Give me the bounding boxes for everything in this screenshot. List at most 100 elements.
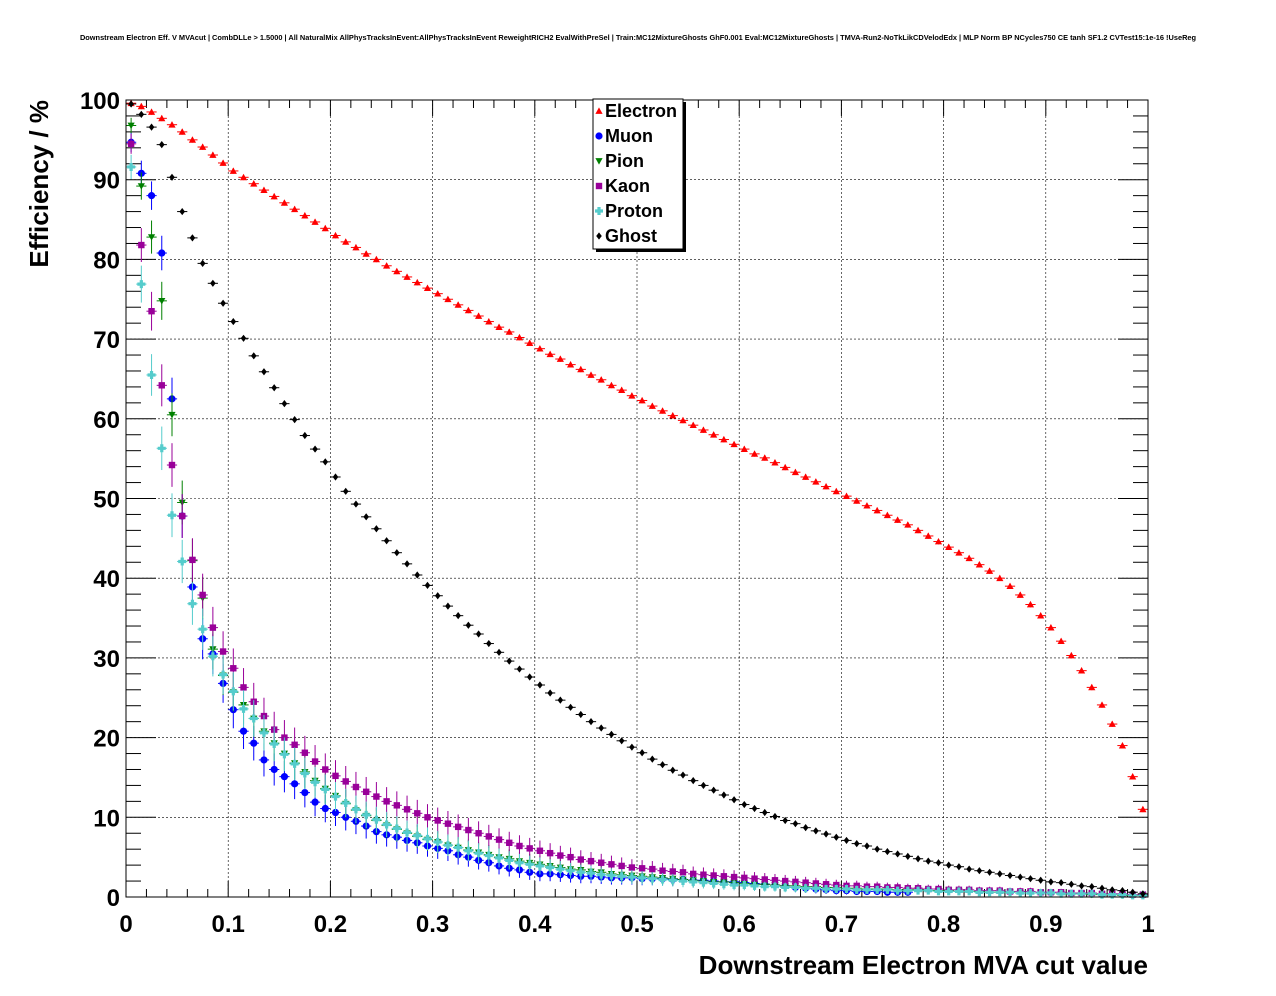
ghost-point [629,743,635,751]
ghost-point [189,234,196,242]
electron-point [546,350,554,358]
ghost-point [598,724,605,732]
electron-point [158,114,166,122]
proton-point [556,865,565,874]
legend-marker-kaon [595,182,603,190]
electron-point [1129,773,1137,780]
ghost-point [997,870,1003,878]
ghost-point [782,816,788,825]
electron-point [556,355,564,362]
ghost-point [966,865,972,873]
electron-point [750,450,759,457]
kaon-point [628,864,636,871]
electron-point [822,482,830,490]
kaon-point [352,783,360,791]
proton-point [811,884,820,893]
y-tick-label: 70 [93,327,120,354]
ghost-point [588,718,594,726]
electron-point [526,339,534,346]
kaon-point [199,591,206,599]
electron-point [331,231,340,239]
proton-point [311,778,320,787]
muon-point [270,765,278,774]
electron-point [260,186,268,193]
chart-title: Downstream Electron Eff. V MVAcut | Comb… [79,33,1197,42]
x-tick-label: 1 [1141,911,1154,938]
proton-point [1077,889,1086,898]
electron-point [965,554,973,562]
proton-point [617,872,626,881]
ghost-point [179,207,186,216]
kaon-point [189,556,196,564]
ghost-point [690,777,697,785]
ghost-point [547,689,553,697]
kaon-point [598,859,605,866]
proton-point [413,831,422,840]
ghost-point [1007,871,1013,880]
electron-point [904,521,912,528]
ghost-point [312,445,318,453]
muon-point [147,192,156,200]
proton-point [167,511,176,520]
electron-point [1047,624,1055,631]
kaon-point [424,814,431,821]
electron-point [1139,805,1147,813]
proton-point [862,885,871,894]
ghost-point [158,141,165,149]
electron-point [1037,612,1045,619]
kaon-point [485,833,493,840]
y-tick-label: 40 [93,566,120,593]
muon-point [291,780,299,788]
ghost-point [853,840,860,848]
ghost-point [455,612,461,620]
y-axis-title: Efficiency / % [24,100,54,268]
kaon-point [383,798,390,805]
ghost-point [1109,886,1116,894]
kaon-point [792,878,799,886]
proton-point [924,886,933,895]
pion-point [168,411,176,419]
ghost-point [1099,884,1105,892]
kaon-point [230,665,237,672]
electron-point [648,402,656,409]
electron-point [505,328,513,335]
muon-point [239,727,248,735]
muon-point [301,788,309,797]
ghost-point [291,415,298,424]
ghost-point [659,761,666,769]
proton-point [1006,888,1015,897]
ghost-point [710,786,717,794]
ghost-point [905,852,911,860]
ghost-point [577,710,584,719]
ghost-point [342,487,349,495]
ghost-point [230,317,237,326]
ghost-point [567,703,574,711]
ghost-point [434,592,441,600]
electron-point [393,267,401,275]
x-tick-labels: 0 0.1 0.2 0.3 0.4 0.5 0.6 0.7 0.8 0.9 1 [119,911,1154,938]
electron-point [996,574,1004,582]
ghost-point [281,400,288,408]
kaon-point [393,802,401,809]
y-tick-label: 10 [93,805,120,832]
electron-point [1118,741,1127,749]
kaon-point [373,793,380,800]
proton-point [1026,889,1035,898]
ghost-point [1048,878,1054,886]
proton-point [474,849,483,858]
ghost-point [618,737,625,745]
ghost-point [424,581,431,589]
proton-point [382,820,391,829]
proton-point [208,652,217,661]
electron-point [566,361,575,368]
proton-point [392,824,401,833]
electron-point [781,463,789,471]
electron-point [383,262,391,269]
electron-point [536,345,544,352]
electron-point [863,502,871,509]
proton-point [198,625,207,634]
ghost-point [649,755,656,763]
ghost-point [813,827,819,835]
ghost-point [874,845,880,853]
